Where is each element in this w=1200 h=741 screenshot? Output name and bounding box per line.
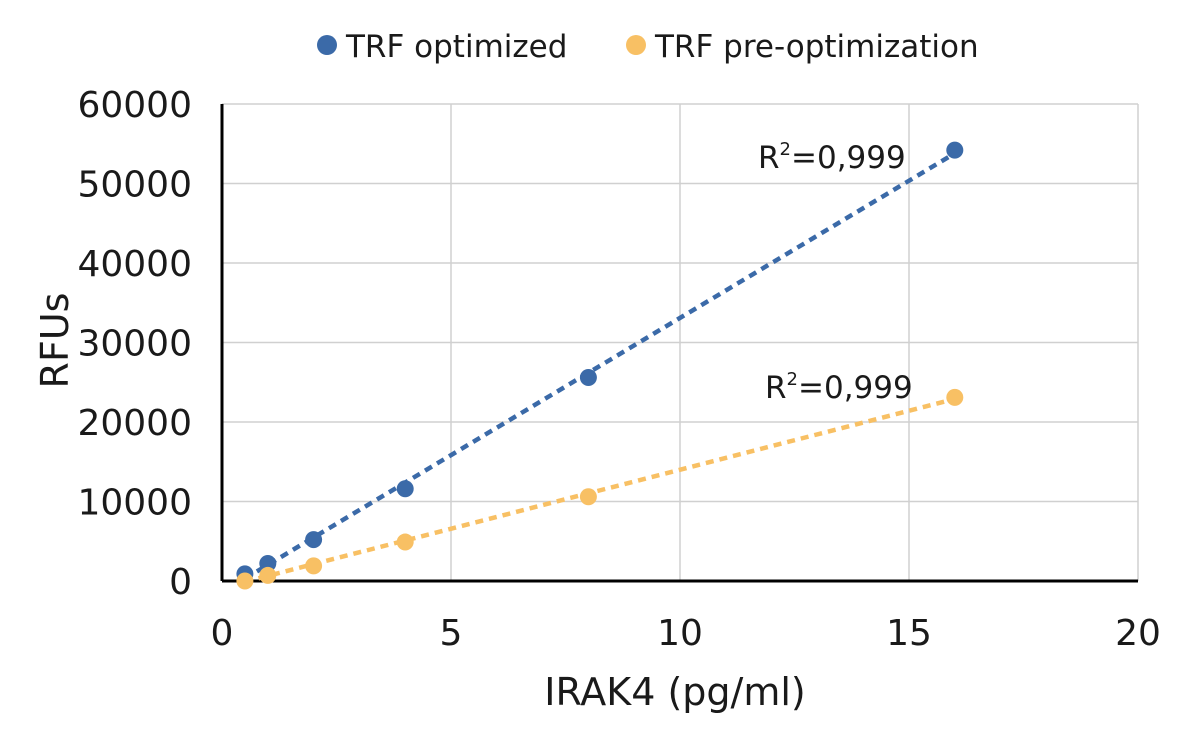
legend-label: TRF pre-optimization bbox=[654, 29, 979, 65]
x-axis-title: IRAK4 (pg/ml) bbox=[544, 670, 806, 714]
data-point bbox=[579, 488, 597, 506]
x-tick-label: 5 bbox=[440, 613, 463, 654]
y-tick-label: 10000 bbox=[77, 483, 192, 524]
data-point bbox=[396, 533, 414, 551]
y-tick-label: 40000 bbox=[77, 244, 192, 285]
legend-item: TRF optimized bbox=[317, 29, 567, 65]
trendline bbox=[244, 396, 956, 584]
legend: TRF optimized TRF pre-optimization bbox=[317, 29, 979, 65]
data-point bbox=[259, 555, 277, 573]
x-tick-label: 0 bbox=[211, 613, 234, 654]
r-squared-label: R2=0,999 bbox=[758, 139, 906, 176]
x-tick-label: 15 bbox=[886, 613, 932, 654]
data-point bbox=[946, 141, 964, 159]
label-layer: R2=0,999 R2=0,999 bbox=[758, 139, 913, 406]
data-point bbox=[396, 480, 414, 498]
data-point bbox=[305, 557, 323, 575]
trendline-layer bbox=[243, 151, 956, 584]
y-axis-title: RFUs bbox=[33, 293, 77, 389]
data-point-layer bbox=[236, 141, 964, 590]
data-point bbox=[946, 388, 964, 406]
axis-layer: 0 10000 20000 30000 40000 50000 60000 0 5 10 15 20 I… bbox=[33, 85, 1161, 714]
y-tick-label: 20000 bbox=[77, 403, 192, 444]
data-point bbox=[579, 368, 597, 386]
trendline bbox=[243, 151, 956, 581]
grid-layer bbox=[222, 103, 1139, 581]
x-tick-label: 10 bbox=[657, 613, 703, 654]
data-point bbox=[259, 566, 277, 584]
legend-marker bbox=[626, 35, 646, 55]
y-tick-label: 60000 bbox=[77, 85, 192, 126]
data-point bbox=[305, 531, 323, 549]
data-point bbox=[236, 572, 254, 590]
r-squared-label: R2=0,999 bbox=[765, 369, 913, 406]
y-tick-label: 50000 bbox=[77, 165, 192, 206]
legend-item: TRF pre-optimization bbox=[626, 29, 979, 65]
legend-label: TRF optimized bbox=[345, 29, 567, 65]
x-tick-label: 20 bbox=[1115, 613, 1161, 654]
legend-marker bbox=[317, 35, 337, 55]
y-tick-label: 0 bbox=[169, 562, 192, 603]
y-tick-label: 30000 bbox=[77, 324, 192, 365]
